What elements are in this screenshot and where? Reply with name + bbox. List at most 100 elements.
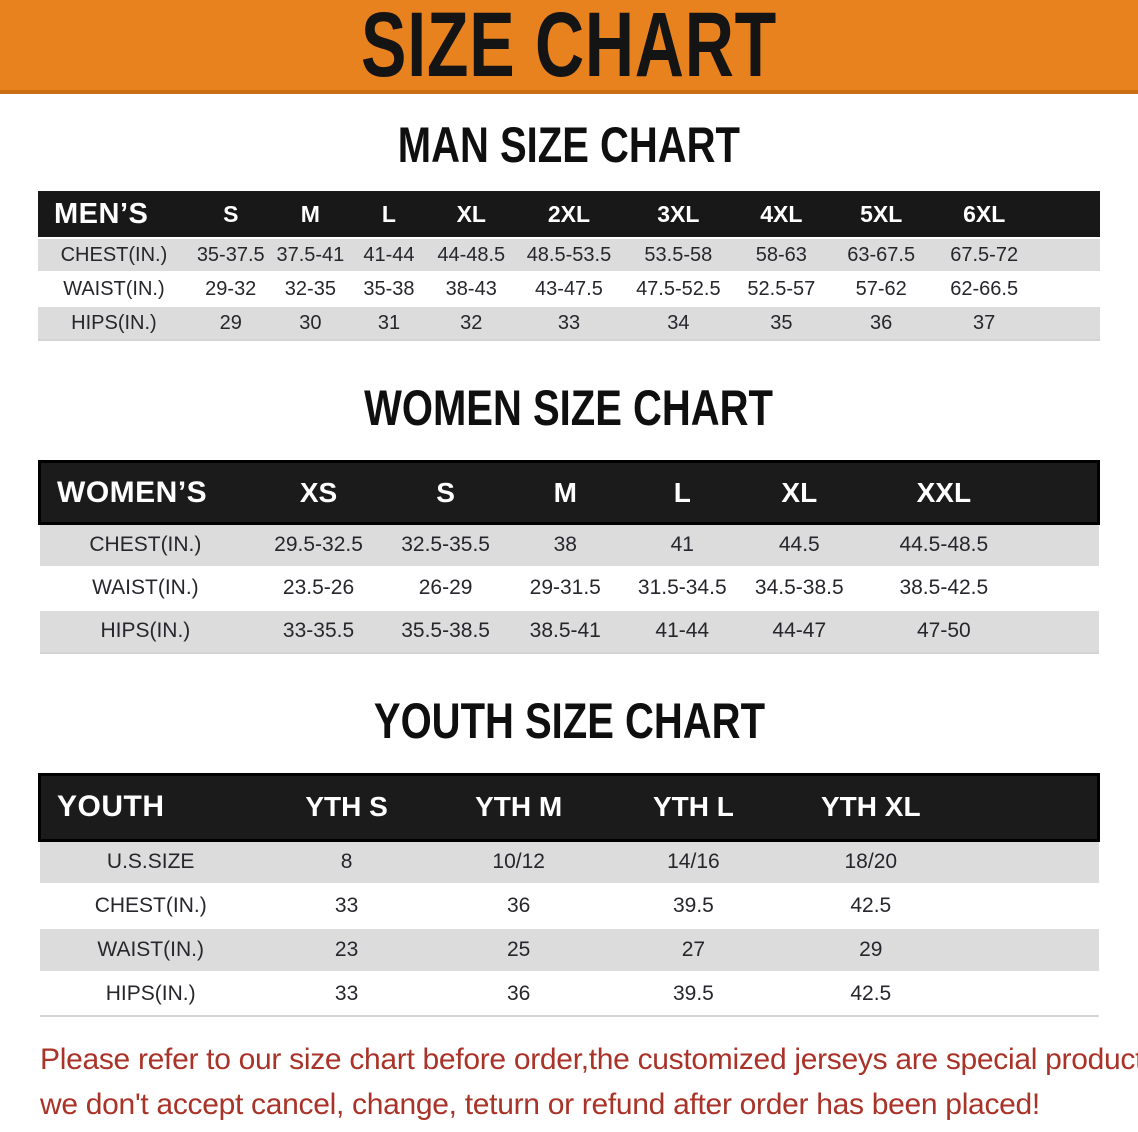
measure-value: 31.5-34.5 bbox=[625, 565, 740, 610]
group-label: YOUTH bbox=[37, 772, 262, 842]
measure-value: 33-35.5 bbox=[251, 608, 386, 654]
filler-cell bbox=[960, 927, 1099, 972]
men-section-heading: MAN SIZE CHART bbox=[0, 118, 1138, 173]
measure-value: 37 bbox=[932, 305, 1037, 341]
size-column-header: 2XL bbox=[513, 191, 625, 238]
women-section-title: WOMEN SIZE CHART bbox=[364, 380, 774, 436]
measure-value: 18/20 bbox=[780, 839, 961, 884]
youth-section-heading: YOUTH SIZE CHART bbox=[0, 692, 1138, 749]
size-column-header: XS bbox=[251, 460, 386, 525]
measure-value: 29.5-32.5 bbox=[251, 522, 386, 567]
banner: SIZE CHART bbox=[0, 0, 1138, 94]
row-label: CHEST(IN.) bbox=[38, 237, 190, 272]
measure-value: 35-38 bbox=[349, 271, 429, 306]
measure-value: 35-37.5 bbox=[189, 237, 272, 272]
measure-value: 44.5-48.5 bbox=[859, 522, 1029, 567]
youth-section-title: YOUTH SIZE CHART bbox=[373, 692, 765, 749]
row-label: U.S.SIZE bbox=[39, 839, 262, 884]
measure-value: 31 bbox=[349, 305, 429, 341]
filler-cell bbox=[960, 971, 1099, 1017]
measure-value: 39.5 bbox=[606, 883, 781, 928]
size-header-row: YOUTH YTH S YTH M YTH L YTH XL bbox=[37, 772, 1100, 842]
size-column-header: S bbox=[385, 460, 506, 525]
measure-value: 29-32 bbox=[189, 271, 272, 306]
measure-value: 38.5-42.5 bbox=[859, 565, 1029, 610]
youth-size-table: YOUTH YTH S YTH M YTH L YTH XL U.S.SIZE 8 10/12… bbox=[37, 772, 1100, 1017]
measure-value: 39.5 bbox=[606, 971, 781, 1017]
size-column-header: XL bbox=[739, 460, 860, 525]
measure-value: 23.5-26 bbox=[251, 565, 386, 610]
row-label: HIPS(IN.) bbox=[39, 971, 262, 1017]
size-column-header: M bbox=[505, 460, 626, 525]
size-column-header: S bbox=[189, 191, 272, 238]
measure-value: 48.5-53.5 bbox=[513, 237, 625, 272]
filler-cell bbox=[1036, 191, 1100, 238]
measure-value: 36 bbox=[431, 883, 607, 928]
measure-value: 63-67.5 bbox=[830, 237, 933, 272]
size-column-header: YTH XL bbox=[780, 772, 961, 842]
size-column-header: YTH M bbox=[431, 772, 607, 842]
size-column-header: M bbox=[271, 191, 350, 238]
women-size-table: WOMEN’S XS S M L XL XXL CHEST(IN.) 29.5-32.5 32.5… bbox=[38, 460, 1100, 654]
size-column-header: XL bbox=[428, 191, 514, 238]
notice-line-2: we don't accept cancel, change, teturn o… bbox=[40, 1088, 1040, 1121]
measure-value: 53.5-58 bbox=[624, 237, 733, 272]
measure-row: CHEST(IN.) 29.5-32.5 32.5-35.5 38 41 44.5 44.5… bbox=[39, 522, 1099, 567]
measure-value: 23 bbox=[261, 927, 432, 972]
row-label: CHEST(IN.) bbox=[39, 522, 252, 567]
size-column-header: 6XL bbox=[932, 191, 1037, 238]
measure-value: 41 bbox=[625, 522, 740, 567]
men-section: MAN SIZE CHART MEN’S S M L XL 2XL 3XL 4XL 5XL 6XL… bbox=[0, 118, 1138, 341]
row-label: HIPS(IN.) bbox=[38, 305, 190, 341]
size-column-header: YTH S bbox=[261, 772, 432, 842]
measure-value: 33 bbox=[261, 883, 432, 928]
filler-cell bbox=[1028, 565, 1099, 610]
measure-value: 26-29 bbox=[385, 565, 506, 610]
men-size-table: MEN’S S M L XL 2XL 3XL 4XL 5XL 6XL CHEST(IN.) 35-37… bbox=[38, 191, 1100, 341]
size-header-row: MEN’S S M L XL 2XL 3XL 4XL 5XL 6XL bbox=[38, 191, 1100, 238]
filler-cell bbox=[1028, 608, 1099, 654]
measure-value: 29 bbox=[189, 305, 272, 341]
row-label: CHEST(IN.) bbox=[39, 883, 262, 928]
row-label: WAIST(IN.) bbox=[39, 565, 252, 610]
measure-value: 27 bbox=[606, 927, 781, 972]
measure-value: 44-48.5 bbox=[428, 237, 514, 272]
women-section-heading: WOMEN SIZE CHART bbox=[0, 381, 1138, 436]
size-header-row: WOMEN’S XS S M L XL XXL bbox=[38, 460, 1100, 525]
size-column-header: 4XL bbox=[732, 191, 831, 238]
size-column-header: 3XL bbox=[624, 191, 733, 238]
measure-row: HIPS(IN.) 33-35.5 35.5-38.5 38.5-41 41-44 44-… bbox=[39, 608, 1099, 654]
measure-row: U.S.SIZE 8 10/12 14/16 18/20 bbox=[39, 839, 1099, 884]
measure-value: 44-47 bbox=[739, 608, 860, 654]
measure-row: WAIST(IN.) 23.5-26 26-29 29-31.5 31.5-34.5 34… bbox=[39, 565, 1099, 610]
measure-value: 35 bbox=[732, 305, 831, 341]
measure-value: 52.5-57 bbox=[732, 271, 831, 306]
filler-cell bbox=[1036, 305, 1100, 341]
measure-value: 62-66.5 bbox=[932, 271, 1037, 306]
measure-row: CHEST(IN.) 33 36 39.5 42.5 bbox=[39, 883, 1099, 928]
measure-value: 41-44 bbox=[349, 237, 429, 272]
women-section: WOMEN SIZE CHART WOMEN’S XS S M L XL XXL CHEST(… bbox=[0, 381, 1138, 654]
filler-cell bbox=[1028, 522, 1099, 567]
men-section-title: MAN SIZE CHART bbox=[397, 117, 741, 173]
measure-value: 44.5 bbox=[739, 522, 860, 567]
measure-value: 35.5-38.5 bbox=[385, 608, 506, 654]
measure-value: 36 bbox=[830, 305, 933, 341]
measure-value: 33 bbox=[261, 971, 432, 1017]
measure-value: 38.5-41 bbox=[505, 608, 626, 654]
measure-value: 47.5-52.5 bbox=[624, 271, 733, 306]
filler-cell bbox=[1028, 460, 1100, 525]
filler-cell bbox=[1036, 237, 1100, 272]
measure-value: 33 bbox=[513, 305, 625, 341]
order-notice: Please refer to our size chart before or… bbox=[40, 1037, 1138, 1127]
row-label: WAIST(IN.) bbox=[39, 927, 262, 972]
filler-cell bbox=[1036, 271, 1100, 306]
measure-value: 25 bbox=[431, 927, 607, 972]
measure-row: WAIST(IN.) 23 25 27 29 bbox=[39, 927, 1099, 972]
measure-value: 47-50 bbox=[859, 608, 1029, 654]
measure-value: 57-62 bbox=[830, 271, 933, 306]
measure-value: 58-63 bbox=[732, 237, 831, 272]
measure-value: 42.5 bbox=[780, 883, 961, 928]
measure-value: 38 bbox=[505, 522, 626, 567]
